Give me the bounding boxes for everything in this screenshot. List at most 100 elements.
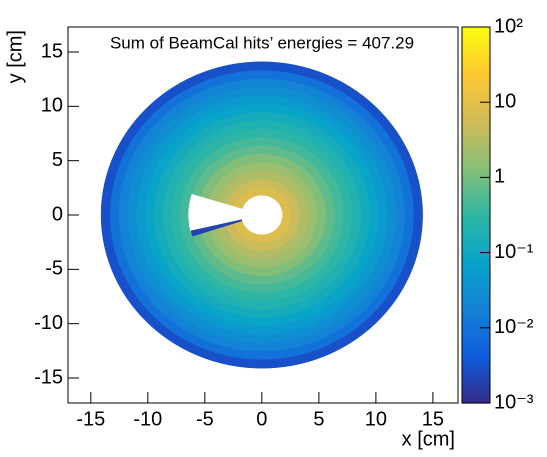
colorbar-cell bbox=[462, 34, 490, 39]
y-tick-label: -10 bbox=[34, 312, 63, 334]
colorbar-cell bbox=[462, 124, 490, 130]
colorbar-cell bbox=[462, 226, 490, 231]
colorbar-cell bbox=[462, 27, 490, 32]
colorbar-cell bbox=[462, 169, 490, 175]
colorbar-cell bbox=[462, 203, 490, 209]
colorbar-cell bbox=[462, 196, 490, 201]
colorbar-cell bbox=[462, 335, 490, 340]
colorbar-cell bbox=[462, 102, 490, 107]
colorbar-cell bbox=[462, 256, 490, 261]
colorbar-cell bbox=[462, 282, 490, 288]
x-tick-label: -10 bbox=[133, 408, 162, 430]
colorbar-cell bbox=[462, 387, 490, 393]
plot-area: -15 -10 -5 0 5 10 15 -15 -10 -5 0 5 10 15 10² 10 1 10⁻¹ 10… bbox=[34, 15, 534, 430]
colorbar-cell bbox=[462, 384, 490, 389]
colorbar-cell bbox=[462, 357, 490, 363]
colorbar-cell bbox=[462, 365, 490, 370]
colorbar-cell bbox=[462, 105, 490, 111]
colorbar-cell bbox=[462, 162, 490, 167]
colorbar-cell bbox=[462, 267, 490, 272]
colorbar-cell bbox=[462, 207, 490, 212]
colorbar-cell bbox=[462, 128, 490, 133]
x-tick-label: 10 bbox=[365, 408, 387, 430]
y-tick-label: -5 bbox=[45, 258, 63, 280]
colorbar-cell bbox=[462, 290, 490, 295]
y-tick-label: 15 bbox=[41, 40, 63, 62]
colorbar-cell bbox=[462, 380, 490, 385]
colorbar-cell bbox=[462, 166, 490, 171]
colorbar-cell bbox=[462, 260, 490, 265]
colorbar-cell bbox=[462, 45, 490, 51]
colorbar-cell bbox=[462, 293, 490, 299]
colorbar-cell bbox=[462, 79, 490, 84]
x-tick-label: 5 bbox=[313, 408, 324, 430]
colorbar-tick-label: 10⁻³ bbox=[494, 391, 534, 413]
colorbar-cell bbox=[462, 136, 490, 141]
colorbar-cell bbox=[462, 87, 490, 92]
colorbar-cell bbox=[462, 57, 490, 62]
colorbar-cell bbox=[462, 177, 490, 182]
colorbar-cell bbox=[462, 211, 490, 216]
colorbar-cell bbox=[462, 42, 490, 47]
colorbar-cell bbox=[462, 241, 490, 246]
colorbar-cell bbox=[462, 309, 490, 314]
colorbar-cell bbox=[462, 237, 490, 242]
colorbar-tick-label: 10² bbox=[494, 15, 523, 37]
colorbar-cell bbox=[462, 113, 490, 118]
colorbar-frame bbox=[461, 26, 491, 404]
colorbar-cell bbox=[462, 278, 490, 284]
colorbar-tick-label: 10⁻¹ bbox=[494, 241, 534, 263]
colorbar-cell bbox=[462, 72, 490, 77]
colorbar-cell bbox=[462, 184, 490, 190]
colorbar-cell bbox=[462, 30, 490, 36]
colorbar-cell bbox=[462, 316, 490, 321]
colorbar-cell bbox=[462, 90, 490, 96]
colorbar-cell bbox=[462, 132, 490, 137]
inner-hole bbox=[241, 195, 283, 235]
colorbar-cell bbox=[462, 173, 490, 178]
colorbar-cell bbox=[462, 98, 490, 103]
colorbar-cell bbox=[462, 188, 490, 194]
colorbar-cell bbox=[462, 158, 490, 163]
colorbar-cell bbox=[462, 233, 490, 239]
title-box bbox=[80, 32, 450, 57]
x-tick-label: -5 bbox=[196, 408, 214, 430]
colorbar-cell bbox=[462, 60, 490, 66]
colorbar-cell bbox=[462, 346, 490, 351]
colorbar-cell bbox=[462, 297, 490, 303]
chart-title: Sum of BeamCal hits’ energies = 407.29 bbox=[110, 33, 414, 52]
colorbar-cell bbox=[462, 399, 490, 404]
colorbar-tick-label: 10 bbox=[494, 90, 516, 112]
colorbar-cell bbox=[462, 248, 490, 254]
colorbar-cell bbox=[462, 263, 490, 269]
colorbar-cell bbox=[462, 342, 490, 348]
colorbar-cell bbox=[462, 75, 490, 81]
colorbar-cell bbox=[462, 286, 490, 291]
colorbar-cell bbox=[462, 245, 490, 250]
colorbar-cell bbox=[462, 109, 490, 115]
colorbar-cell bbox=[462, 143, 490, 148]
colorbar-cell bbox=[462, 320, 490, 325]
y-tick-label: -15 bbox=[34, 366, 63, 388]
colorbar-cell bbox=[462, 271, 490, 276]
y-tick-label: 5 bbox=[52, 149, 63, 171]
colorbar-cell bbox=[462, 151, 490, 156]
y-tick-label: 0 bbox=[52, 203, 63, 225]
colorbar-cell bbox=[462, 117, 490, 122]
colorbar-cell bbox=[462, 301, 490, 306]
colorbar-cell bbox=[462, 252, 490, 257]
colorbar-cell bbox=[462, 312, 490, 318]
colorbar-cell bbox=[462, 369, 490, 374]
x-tick-label: 0 bbox=[256, 408, 267, 430]
colorbar-cell bbox=[462, 83, 490, 88]
colorbar-cell bbox=[462, 339, 490, 344]
colorbar-cell bbox=[462, 354, 490, 359]
colorbar-cell bbox=[462, 395, 490, 400]
colorbar-cell bbox=[462, 230, 490, 235]
colorbar-cell bbox=[462, 154, 490, 160]
colorbar-cell bbox=[462, 361, 490, 366]
sector bbox=[190, 219, 243, 237]
colorbar-cell bbox=[462, 391, 490, 397]
colorbar-cell bbox=[462, 376, 490, 382]
